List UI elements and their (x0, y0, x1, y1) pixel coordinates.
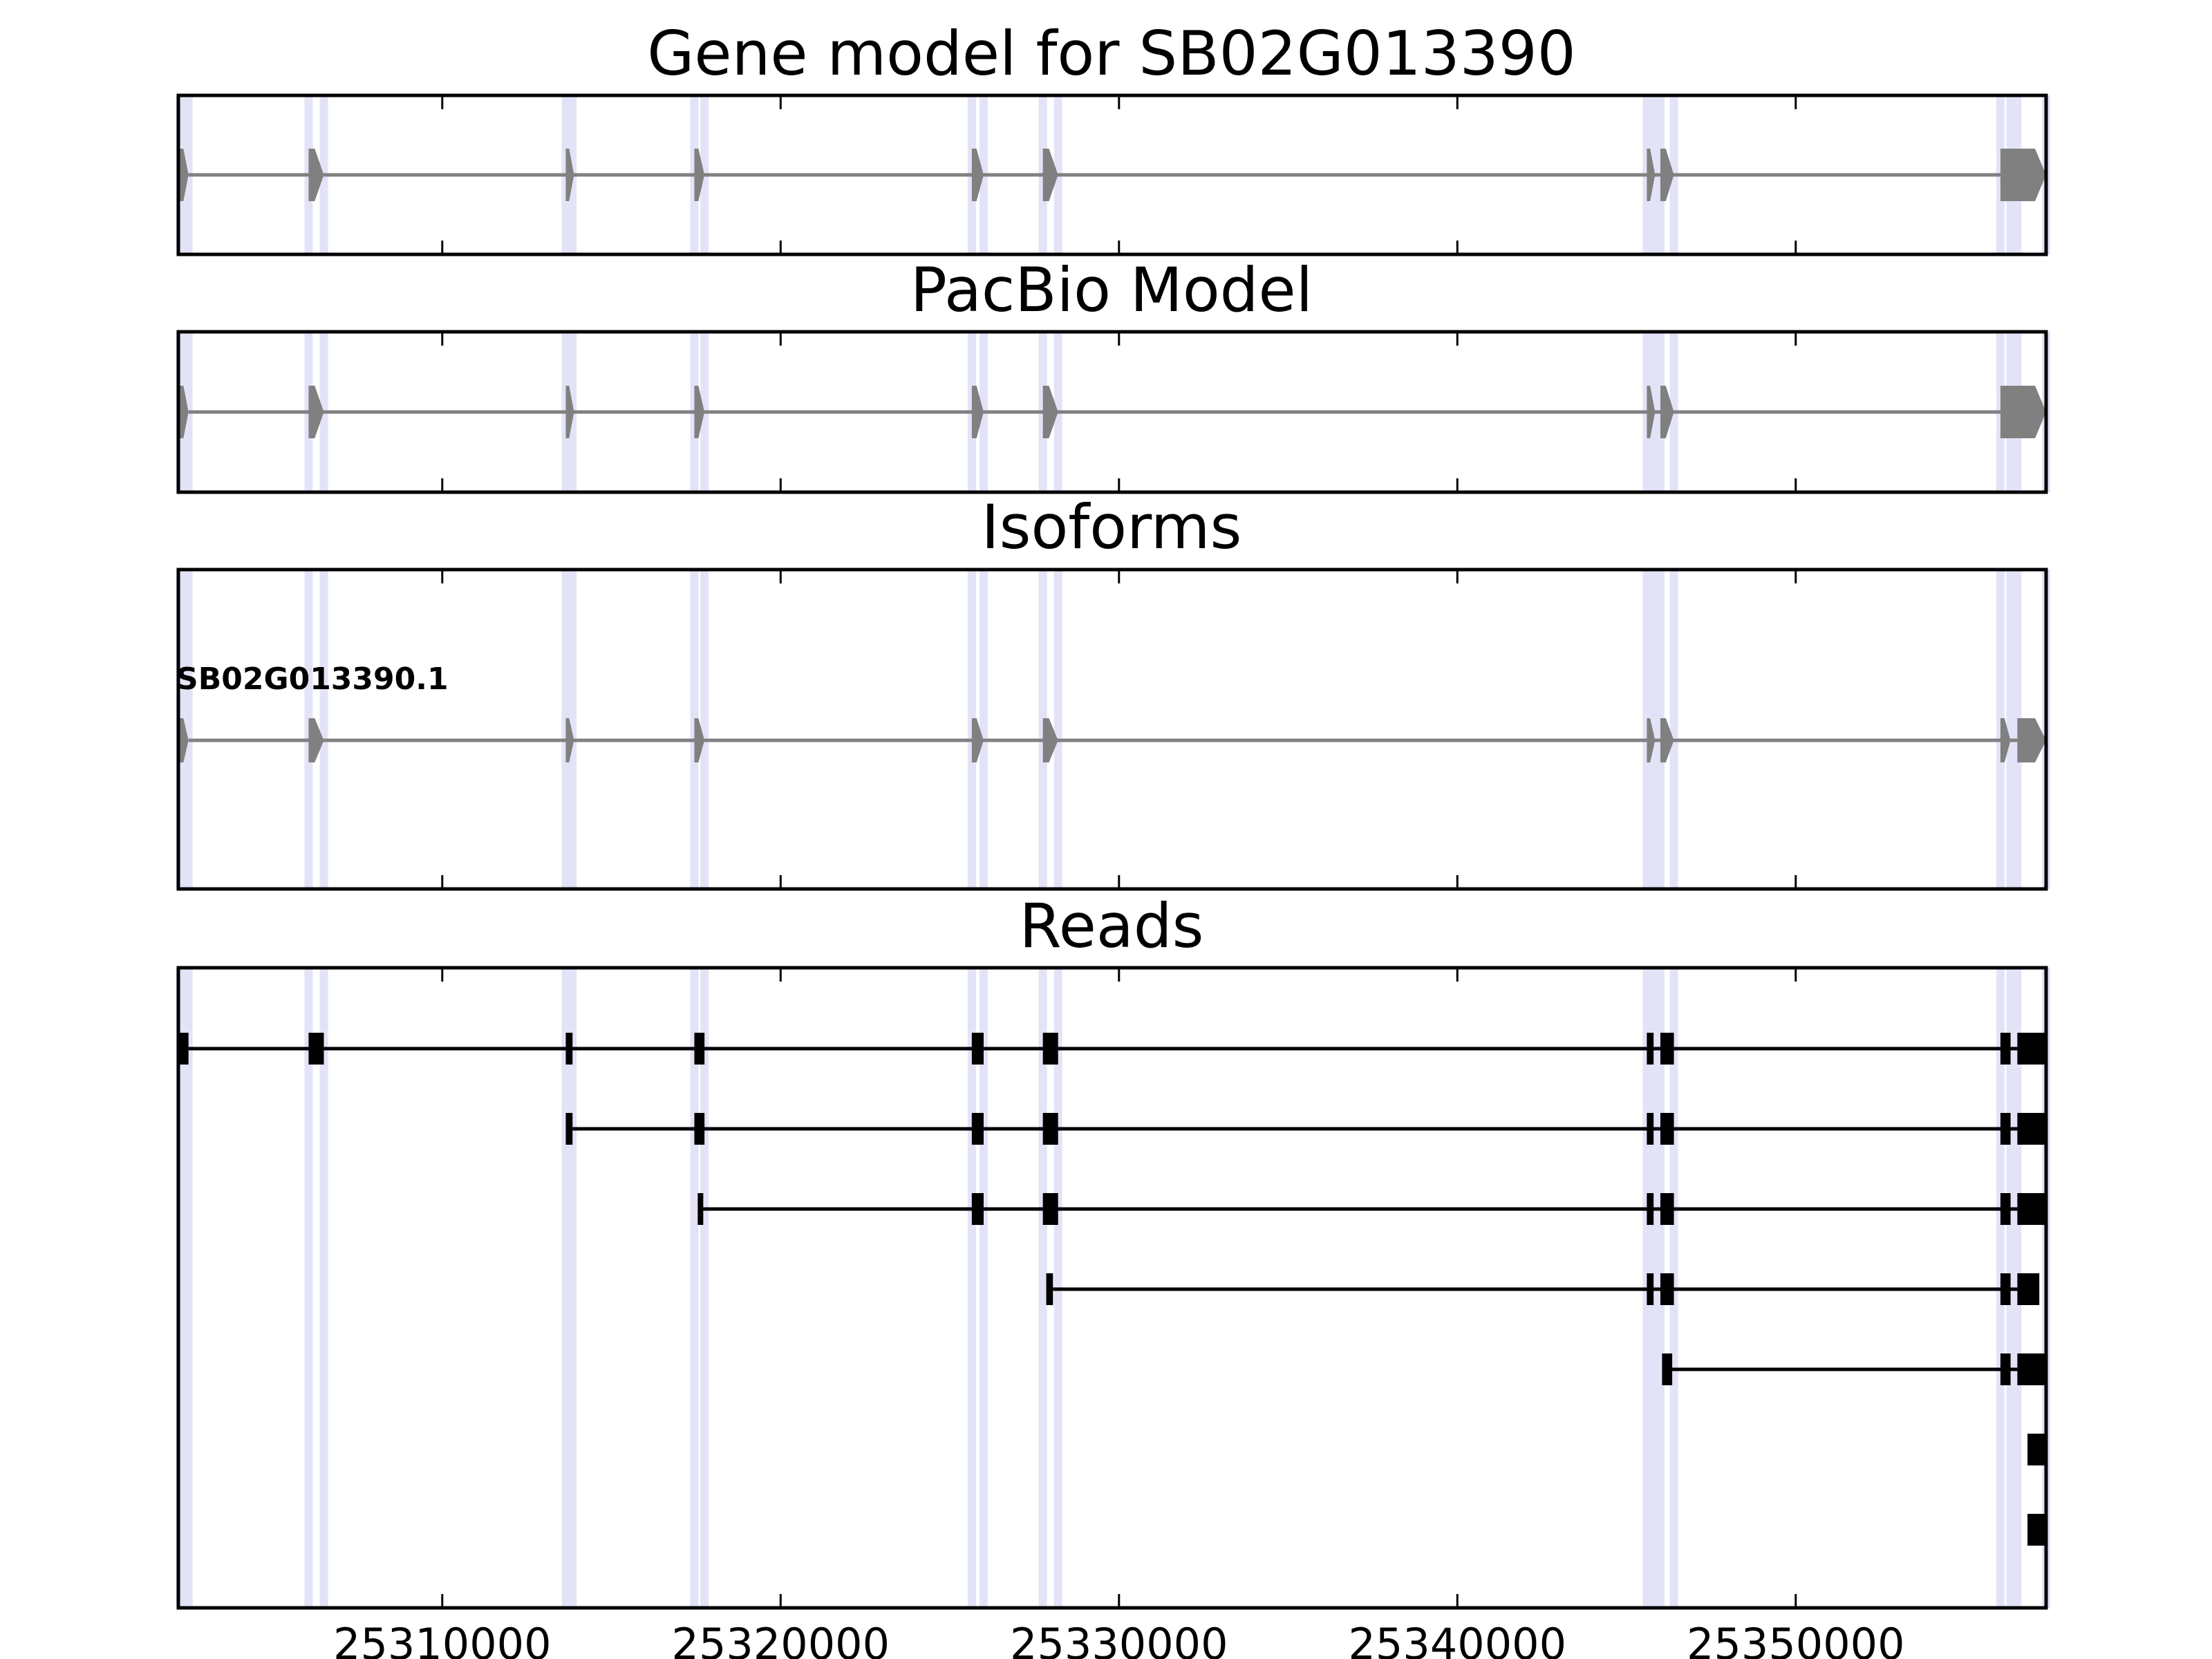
plot-frame (176, 966, 2048, 1610)
plot-frame (176, 330, 2048, 494)
read-exon-block (1660, 1273, 1674, 1305)
exon-block (1042, 386, 1058, 438)
read-exon-block (1647, 1033, 1654, 1065)
read-exon-block (1647, 1113, 1654, 1145)
exon-block (308, 149, 324, 201)
exon-block (2017, 718, 2046, 762)
read-exon-block (694, 1113, 705, 1145)
read-exon-block (2000, 1113, 2011, 1145)
exon-block (971, 386, 984, 438)
exon-block (308, 386, 324, 438)
read-exon-block (1647, 1273, 1654, 1305)
splice-site-band (2006, 570, 2015, 889)
exon-block (565, 718, 574, 762)
plot-frame (176, 93, 2048, 256)
panel-pacbio-model: PacBio Model (176, 254, 2050, 494)
read-exon-block (2000, 1033, 2011, 1065)
exon-block (694, 386, 705, 438)
exon-block (565, 149, 574, 201)
exon-block (1660, 149, 1674, 201)
read-exon-block (2017, 1113, 2046, 1145)
splice-site-band (1649, 570, 1658, 889)
read-exon-block (565, 1033, 573, 1065)
read-exon-block (2000, 1273, 2011, 1305)
x-tick-label: 25310000 (333, 1619, 552, 1659)
exon-block (2000, 718, 2011, 762)
exon-block (565, 386, 574, 438)
exon-block (308, 718, 324, 762)
read-exon-block (1660, 1033, 1674, 1065)
plot-frame (176, 568, 2048, 891)
plot-area: SB02G013390.1 (176, 568, 2050, 891)
read-exon-block (697, 1193, 704, 1225)
splice-site-band (184, 570, 193, 889)
read-exon-block (2017, 1353, 2046, 1385)
splice-site-band (1669, 570, 1678, 889)
splice-site-band (700, 570, 709, 889)
x-tick-label: 25330000 (1010, 1619, 1228, 1659)
x-tick-label: 25350000 (1687, 1619, 1905, 1659)
exon-block (1042, 718, 1058, 762)
read-exon-block (1042, 1033, 1058, 1065)
panel-reads: Reads 25310000 25320000 25330000 25340000 25… (176, 890, 2050, 1659)
splice-site-band (319, 968, 328, 1608)
plot-area (176, 93, 2050, 256)
exon-block (971, 718, 984, 762)
read-exon-block (2000, 1353, 2011, 1385)
read-exon-block (565, 1113, 573, 1145)
x-tick-label: 25340000 (1348, 1619, 1566, 1659)
panel-gene-model: Gene model for SB02G013390 (176, 18, 2050, 256)
exon-block (1660, 386, 1674, 438)
exon-block (1647, 718, 1656, 762)
read-exon-block (2017, 1033, 2046, 1065)
read-exon-block (308, 1033, 324, 1065)
splice-site-band (568, 570, 577, 889)
exon-block (694, 149, 705, 201)
exon-block (1647, 386, 1656, 438)
exon-block (2000, 386, 2046, 438)
read-exon-block (2027, 1514, 2045, 1546)
read-exon-block (1660, 1113, 1674, 1145)
exon-block (694, 718, 705, 762)
isoform-label: SB02G013390.1 (176, 662, 449, 697)
plot-area: 25310000 25320000 25330000 25340000 25350000 (176, 966, 2050, 1659)
x-tick-label: 25320000 (672, 1619, 890, 1659)
exon-block (1042, 149, 1058, 201)
panel-title: Reads (1020, 890, 1204, 962)
read-exon-block (1647, 1193, 1654, 1225)
splice-site-band (304, 968, 313, 1608)
read-exon-block (971, 1033, 984, 1065)
read-exon-block (1042, 1193, 1058, 1225)
read-exon-block (2000, 1193, 2011, 1225)
read-exon-block (694, 1033, 705, 1065)
read-exon-block (971, 1113, 984, 1145)
exon-block (180, 718, 189, 762)
read-exon-block (1660, 1193, 1674, 1225)
exon-block (1660, 718, 1674, 762)
exon-block (1647, 149, 1656, 201)
panel-title: Isoforms (982, 491, 1242, 563)
splice-site-band (319, 570, 328, 889)
panel-title: Gene model for SB02G013390 (647, 18, 1576, 89)
plot-area (176, 330, 2050, 494)
read-exon-block (1046, 1273, 1053, 1305)
panel-isoforms: Isoforms SB02G013390.1 (176, 491, 2050, 891)
exon-block (2000, 149, 2046, 201)
panel-title: PacBio Model (910, 254, 1313, 326)
exon-block (180, 149, 189, 201)
read-exon-block (2017, 1273, 2040, 1305)
read-exon-block (1662, 1353, 1673, 1385)
read-exon-block (1042, 1113, 1058, 1145)
splice-site-band (1053, 570, 1062, 889)
read-exon-block (2017, 1193, 2046, 1225)
exon-block (971, 149, 984, 201)
splice-site-band (184, 968, 193, 1608)
read-exon-block (180, 1033, 189, 1065)
exon-block (180, 386, 189, 438)
splice-site-band (979, 570, 988, 889)
read-exon-block (971, 1193, 984, 1225)
read-exon-block (2027, 1434, 2045, 1465)
